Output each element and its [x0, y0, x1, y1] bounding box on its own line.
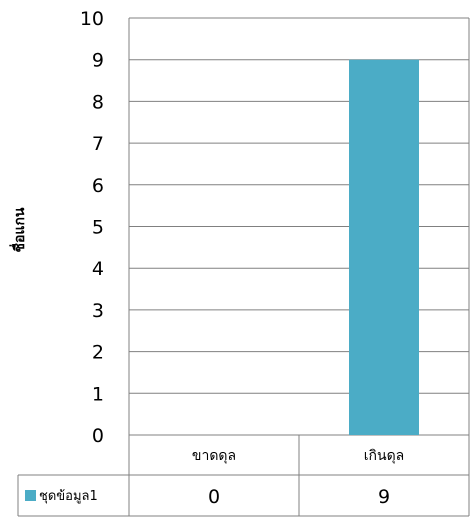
y-tick-labels: 0 1 2 3 4 5 6 7 8 9 10: [80, 8, 104, 447]
y-tick-label: 8: [92, 91, 104, 113]
legend-swatch: [25, 490, 36, 501]
legend-label: ชุดข้อมูล1: [39, 489, 98, 504]
y-tick-label: 1: [92, 383, 104, 405]
y-tick-label: 10: [80, 8, 104, 30]
y-tick-label: 2: [92, 342, 104, 364]
y-tick-label: 7: [92, 133, 104, 155]
table-value: 0: [208, 486, 220, 508]
category-label: ขาดดุล: [192, 448, 236, 464]
bars: [349, 59, 419, 435]
y-tick-label: 6: [92, 175, 104, 197]
y-tick-label: 3: [92, 300, 104, 322]
y-tick-label: 5: [92, 217, 104, 239]
data-table: ขาดดุล เกินดุล 0 9 ชุดข้อมูล1: [17, 435, 469, 517]
y-axis-label: ชื่อแกน: [9, 207, 28, 252]
y-tick-label: 0: [92, 425, 104, 447]
category-label: เกินดุล: [364, 448, 405, 464]
y-tick-label: 9: [92, 50, 104, 72]
y-tick-label: 4: [92, 258, 104, 280]
bar-2: [349, 59, 419, 435]
table-value: 9: [378, 486, 390, 508]
